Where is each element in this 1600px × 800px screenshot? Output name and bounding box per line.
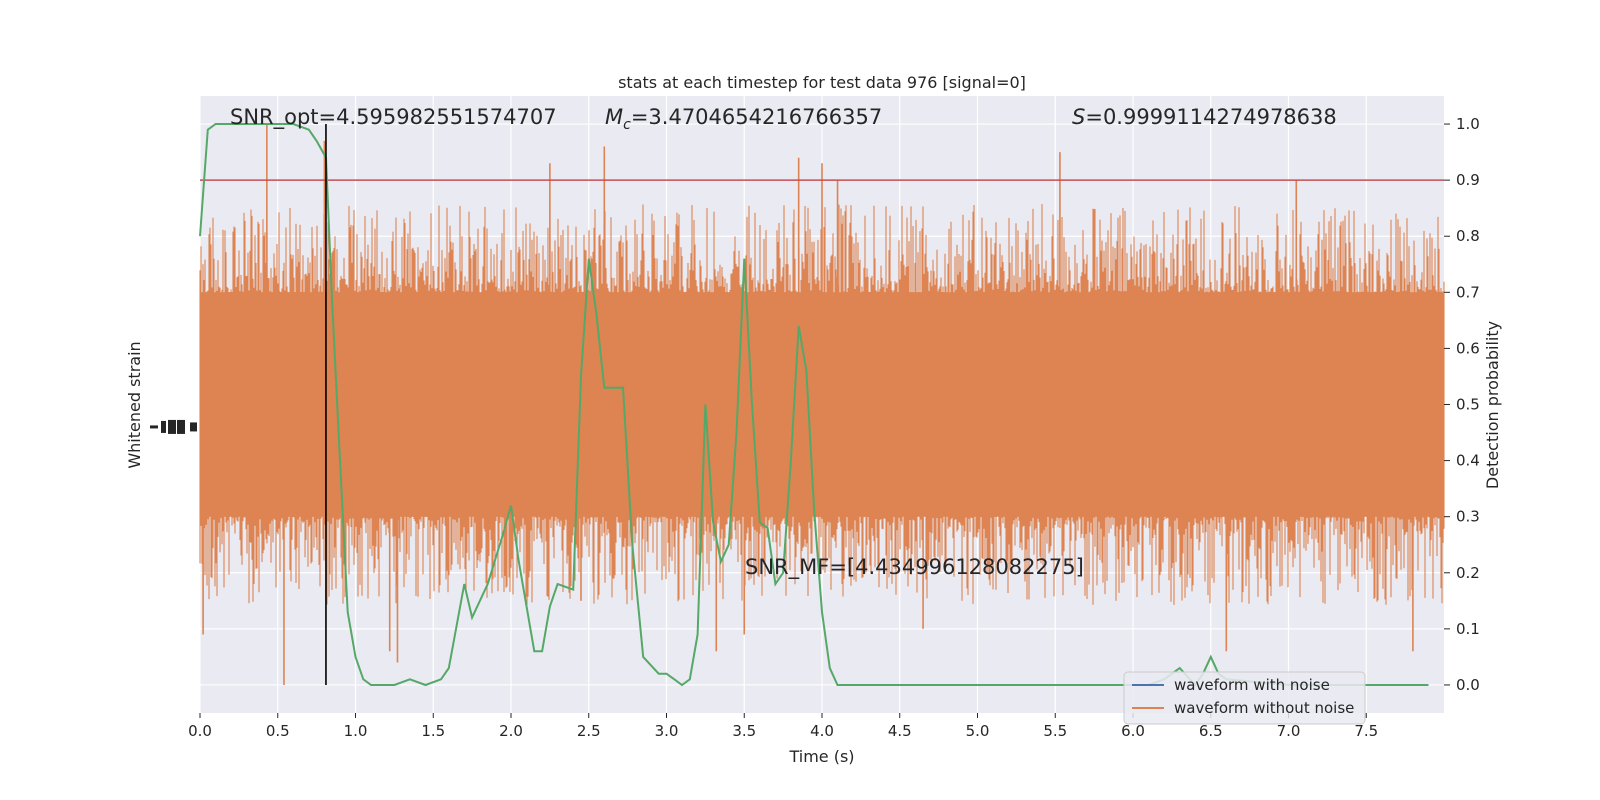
annotation-snr-opt: SNR_opt=4.595982551574707 (230, 105, 557, 130)
y-tick-label-9: 0.9 (1456, 171, 1480, 189)
x-tick-label-2: 1.0 (344, 722, 368, 740)
x-tick-label-1: 0.5 (266, 722, 290, 740)
annotation-mc-subscript: c (623, 117, 631, 133)
x-axis-label: Time (s) (788, 747, 854, 766)
left-tick-glyph-4 (190, 422, 197, 432)
legend-label-waveform-with-noise: waveform with noise (1174, 676, 1330, 694)
legend: waveform with noise waveform without noi… (1123, 671, 1366, 725)
right-axis-ticks: 0.0 0.1 0.2 0.3 0.4 0.5 0.6 0.7 0.8 0.9 1.0 (1444, 115, 1480, 694)
x-tick-label-12: 6.0 (1121, 722, 1145, 740)
x-tick-label-14: 7.0 (1277, 722, 1301, 740)
y-tick-label-5: 0.5 (1456, 396, 1480, 414)
left-tick-glyph-2 (168, 419, 176, 434)
x-tick-label-11: 5.5 (1043, 722, 1067, 740)
y-tick-label-6: 0.6 (1456, 339, 1480, 357)
annotation-mc-symbol: M (605, 105, 623, 129)
y-tick-label-2: 0.2 (1456, 564, 1480, 582)
y-tick-label-4: 0.4 (1456, 452, 1480, 470)
x-tick-label-0: 0.0 (188, 722, 212, 740)
y-tick-label-0: 0.0 (1456, 676, 1480, 694)
y-axis-label-right: Detection probability (1483, 321, 1502, 489)
annotation-s: S=0.9999114274978638 (1072, 105, 1337, 129)
annotation-s-value: =0.9999114274978638 (1085, 105, 1336, 129)
x-tick-label-8: 4.0 (810, 722, 834, 740)
x-tick-label-9: 4.5 (888, 722, 912, 740)
series-waveform-without-noise (199, 124, 1445, 685)
x-tick-label-15: 7.5 (1354, 722, 1378, 740)
x-tick-label-3: 1.5 (421, 722, 445, 740)
x-tick-label-13: 6.5 (1199, 722, 1223, 740)
y-axis-label-left: Whitened strain (125, 341, 144, 468)
x-tick-label-6: 3.0 (655, 722, 679, 740)
left-tick-glyph-0 (150, 425, 158, 429)
left-tick-glyph-3 (177, 419, 185, 434)
y-tick-label-7: 0.7 (1456, 283, 1480, 301)
x-tick-label-4: 2.0 (499, 722, 523, 740)
y-tick-label-8: 0.8 (1456, 227, 1480, 245)
detection-probability-line (199, 123, 1429, 687)
x-tick-label-7: 3.5 (732, 722, 756, 740)
legend-box (1123, 671, 1366, 725)
x-axis-ticks: 0.0 0.5 1.0 1.5 2.0 2.5 3.0 3.5 4.0 4.5 5.0 5.5 6.0 6… (188, 713, 1378, 740)
annotation-s-symbol: S (1072, 105, 1085, 129)
left-axis-ticks (150, 419, 197, 434)
series-detection-probability (199, 123, 1429, 687)
annotation-mc-value: =3.4704654216766357 (631, 105, 882, 129)
annotation-mc: Mc=3.4704654216766357 (605, 105, 882, 133)
y-tick-label-3: 0.3 (1456, 508, 1480, 526)
left-tick-glyph-1 (161, 420, 166, 433)
legend-label-waveform-without-noise: waveform without noise (1174, 699, 1354, 717)
x-tick-label-5: 2.5 (577, 722, 601, 740)
y-tick-label-1: 0.1 (1456, 620, 1480, 638)
chart-title: stats at each timestep for test data 976… (618, 73, 1026, 92)
y-tick-label-10: 1.0 (1456, 115, 1480, 133)
x-tick-label-10: 5.0 (966, 722, 990, 740)
annotation-snr-mf: SNR_MF=[4.434996128082275] (745, 555, 1084, 580)
